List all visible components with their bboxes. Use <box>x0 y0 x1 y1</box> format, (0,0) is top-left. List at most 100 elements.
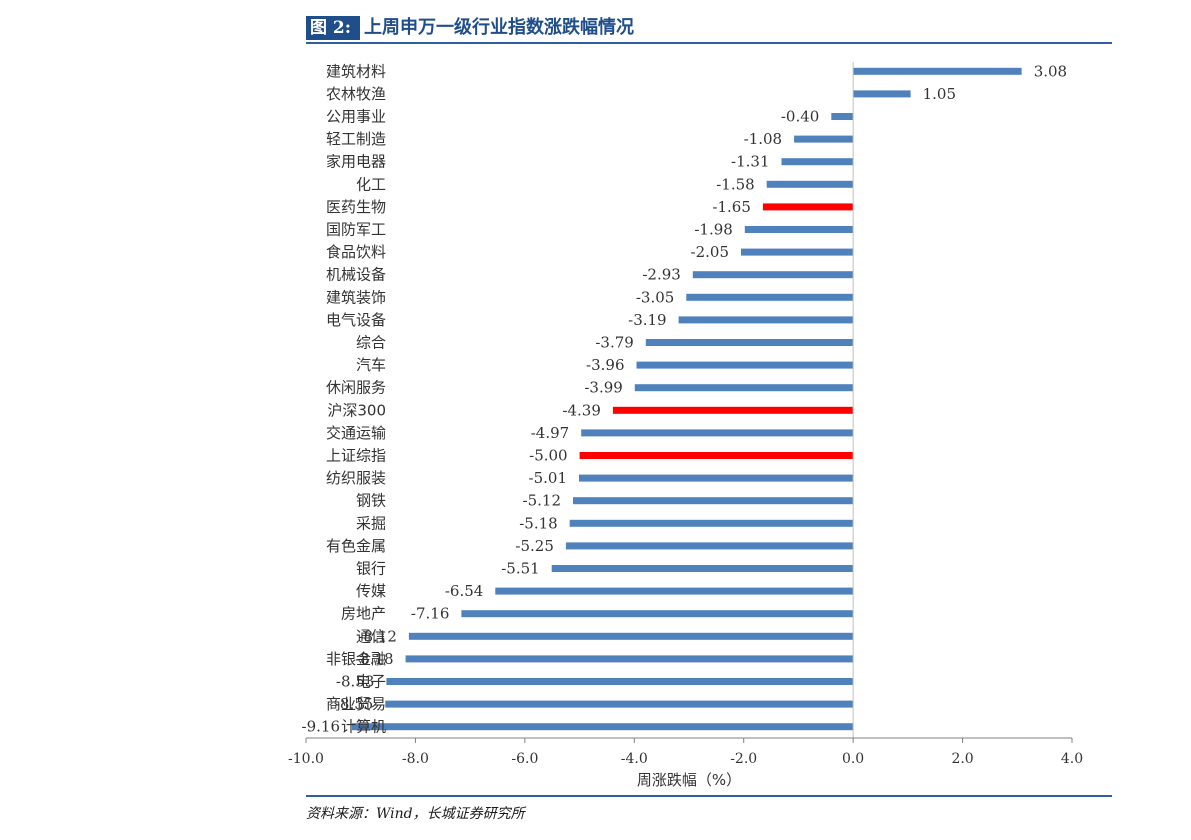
x-tick-label: -8.0 <box>402 751 429 767</box>
category-label: 银行 <box>356 560 386 578</box>
x-tick-label: -2.0 <box>730 751 757 767</box>
category-label: 家用电器 <box>326 153 386 171</box>
value-label: -5.51 <box>501 560 539 578</box>
category-label: 综合 <box>356 334 386 352</box>
value-label: -7.16 <box>411 605 449 623</box>
value-label: -1.98 <box>694 221 732 239</box>
category-label: 沪深300 <box>327 401 386 419</box>
figure-number: 图 2: <box>306 16 361 40</box>
category-label: 机械设备 <box>326 266 386 284</box>
bar <box>634 384 854 392</box>
category-label: 采掘 <box>356 514 386 532</box>
category-label: 钢铁 <box>356 492 386 510</box>
bar <box>612 406 854 414</box>
category-label: 国防军工 <box>326 221 386 239</box>
bar <box>794 135 854 143</box>
category-label: 电气设备 <box>326 311 386 329</box>
value-label: -8.53 <box>336 673 374 691</box>
bar <box>385 700 854 708</box>
category-label: 房地产 <box>341 605 386 623</box>
value-label: -5.25 <box>515 537 553 555</box>
category-label: 建筑材料 <box>326 62 386 80</box>
value-label: 3.08 <box>1034 62 1067 80</box>
category-label: 医药生物 <box>326 198 386 216</box>
value-label: -1.31 <box>731 153 769 171</box>
bar <box>781 158 854 166</box>
figure-header: 图 2: 上周申万一级行业指数涨跌幅情况 <box>306 14 1112 44</box>
x-tick-label: -10.0 <box>288 751 324 767</box>
bar <box>579 452 854 459</box>
bar <box>766 180 854 188</box>
x-tick-label: 2.0 <box>951 751 973 767</box>
bar <box>551 565 854 572</box>
category-label: 纺织服装 <box>326 469 386 487</box>
value-label: -2.05 <box>691 243 729 261</box>
value-label: -3.96 <box>586 356 624 374</box>
category-label: 有色金属 <box>326 537 386 555</box>
value-label: -1.58 <box>716 175 754 193</box>
value-label: -9.16 <box>302 718 340 736</box>
value-label: -4.97 <box>531 424 569 442</box>
value-label: -1.08 <box>744 130 782 148</box>
bar <box>352 723 854 731</box>
category-label: 建筑装饰 <box>326 288 386 306</box>
category-label: 商业贸易 <box>326 695 386 713</box>
bars-group <box>352 67 1022 731</box>
axes-group: -10.0 -8.0 -6.0 -4.0 -2.0 0.0 2.0 4.0 <box>288 62 1083 767</box>
value-label: -6.54 <box>445 582 483 600</box>
bar-chart: 建筑材料农林牧渔公用事业轻工制造家用电器化工医药生物国防军工食品饮料机械设备建筑… <box>288 62 1083 789</box>
bar <box>569 519 854 527</box>
bar <box>686 293 854 301</box>
value-label: -5.00 <box>529 447 567 465</box>
bar <box>692 271 854 279</box>
source-note: 资料来源：Wind，长城证券研究所 <box>306 806 525 822</box>
value-label: -3.05 <box>636 288 674 306</box>
category-label: 计算机 <box>341 718 386 736</box>
bar <box>461 610 854 618</box>
category-label: 传媒 <box>356 582 386 600</box>
value-label: -2.93 <box>642 266 680 284</box>
value-label: -8.12 <box>358 627 396 645</box>
bar <box>495 587 854 595</box>
bar <box>645 339 854 346</box>
x-axis-label: 周涨跌幅（%） <box>637 771 741 789</box>
category-label: 休闲服务 <box>326 379 386 397</box>
category-label: 上证综指 <box>326 447 386 465</box>
x-tick-label: 0.0 <box>842 751 864 767</box>
figure-title: 上周申万一级行业指数涨跌幅情况 <box>364 17 634 38</box>
bar <box>579 474 854 482</box>
bar <box>386 678 854 685</box>
value-label: -3.19 <box>628 311 666 329</box>
x-tick-label: -4.0 <box>621 751 648 767</box>
category-label: 轻工制造 <box>326 130 386 148</box>
bar <box>408 632 854 640</box>
category-label: 食品饮料 <box>326 243 386 261</box>
category-label: 通信 <box>356 627 386 645</box>
bar <box>831 113 854 120</box>
category-label: 电子 <box>356 673 386 691</box>
bar <box>581 429 854 437</box>
bar <box>741 248 854 256</box>
bar <box>405 655 854 663</box>
category-label: 农林牧渔 <box>326 85 386 103</box>
value-label: -3.99 <box>584 379 622 397</box>
value-label: -5.12 <box>523 492 561 510</box>
bar <box>762 203 854 211</box>
value-label: -0.40 <box>781 108 819 126</box>
value-label: -1.65 <box>712 198 750 216</box>
category-label: 化工 <box>356 175 386 193</box>
category-labels-group: 建筑材料农林牧渔公用事业轻工制造家用电器化工医药生物国防军工食品饮料机械设备建筑… <box>326 62 386 735</box>
bar <box>573 497 854 505</box>
category-label: 非银金融 <box>326 650 386 668</box>
value-labels-group: 3.08 1.05 -0.40 -1.08 -1.31 -1.58 -1.65 -1.98 -2… <box>302 62 1068 735</box>
bar <box>853 67 1022 75</box>
value-label: -8.18 <box>355 650 393 668</box>
value-label: -3.79 <box>595 334 633 352</box>
footer-rule <box>306 795 1112 797</box>
bar <box>565 542 854 550</box>
category-label: 汽车 <box>356 356 386 374</box>
value-label: -5.01 <box>529 469 567 487</box>
x-tick-label: -6.0 <box>511 751 538 767</box>
value-label: -4.39 <box>562 401 600 419</box>
value-label: -5.18 <box>519 514 557 532</box>
